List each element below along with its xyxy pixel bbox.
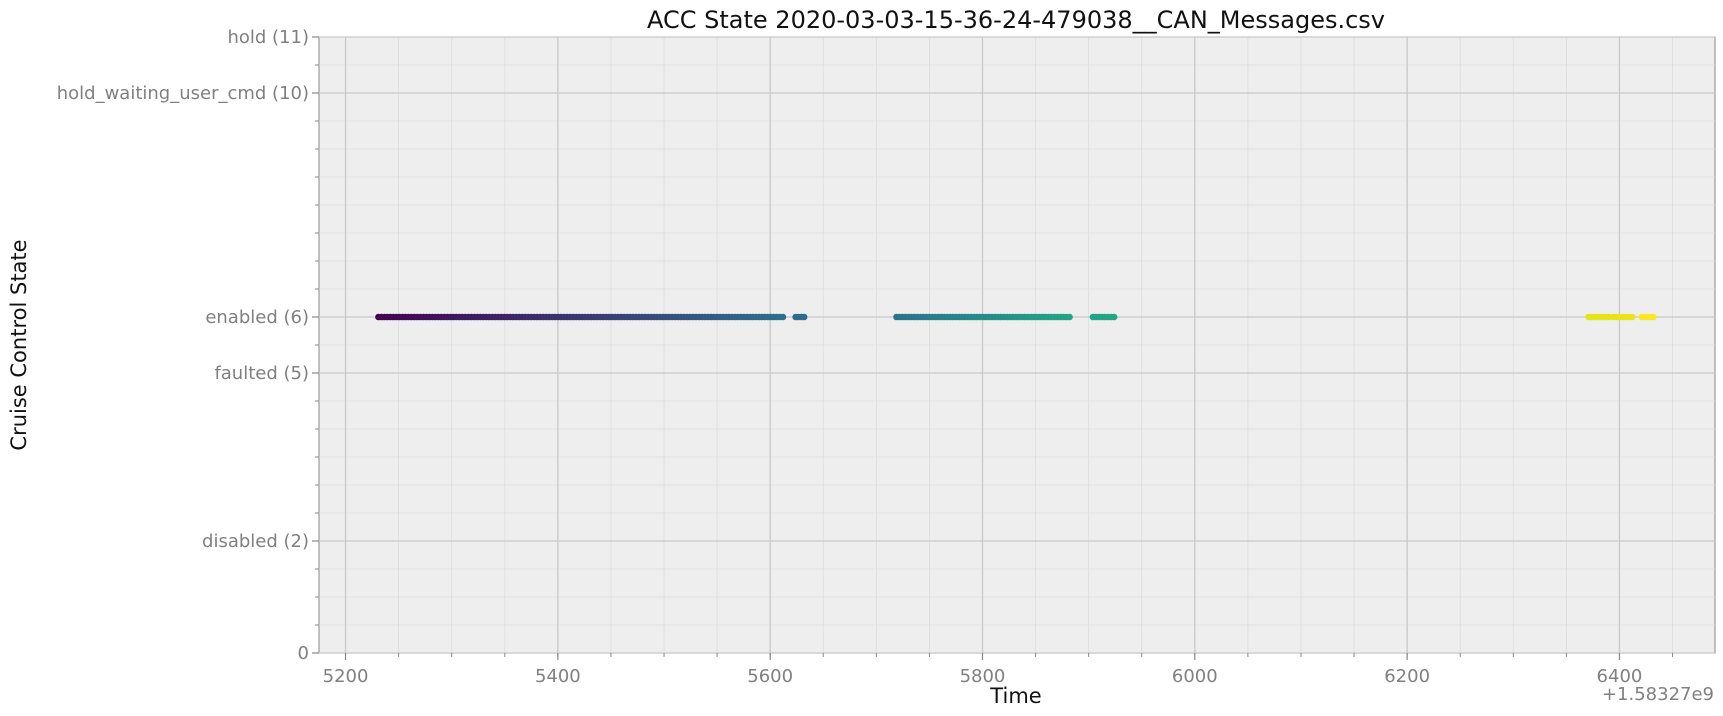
y-tick-label: hold_waiting_user_cmd (10): [57, 83, 309, 104]
data-point: [779, 313, 787, 321]
x-tick-label: 5200: [323, 666, 369, 687]
data-point: [1650, 313, 1657, 321]
x-tick-label: 6000: [1172, 666, 1218, 687]
x-tick-label: 6400: [1597, 666, 1643, 687]
data-point: [1628, 313, 1636, 321]
axis-layer: 5200 5400 5600 5800 6000 6200 6400 0 disabled (2…: [57, 27, 1674, 687]
grid-layer: [319, 36, 1715, 654]
y-tick-label: disabled (2): [202, 531, 309, 552]
x-offset-label: +1.58327e9: [1602, 684, 1714, 705]
x-tick-label: 5600: [747, 666, 793, 687]
y-tick-label: 0: [298, 643, 309, 664]
chart-title: ACC State 2020-03-03-15-36-24-479038__CA…: [647, 6, 1385, 34]
x-tick-label: 5800: [960, 666, 1006, 687]
x-tick-label: 6200: [1384, 666, 1430, 687]
y-tick-label: hold (11): [227, 27, 309, 48]
data-layer: [375, 313, 1657, 321]
y-tick-label: faulted (5): [214, 363, 309, 384]
data-point: [1110, 313, 1118, 321]
data-point: [800, 313, 808, 321]
data-point: [1066, 313, 1073, 321]
y-tick-label: enabled (6): [205, 307, 309, 328]
x-tick-label: 5400: [535, 666, 581, 687]
y-axis-label: Cruise Control State: [7, 239, 31, 450]
x-axis-label: Time: [989, 684, 1041, 708]
